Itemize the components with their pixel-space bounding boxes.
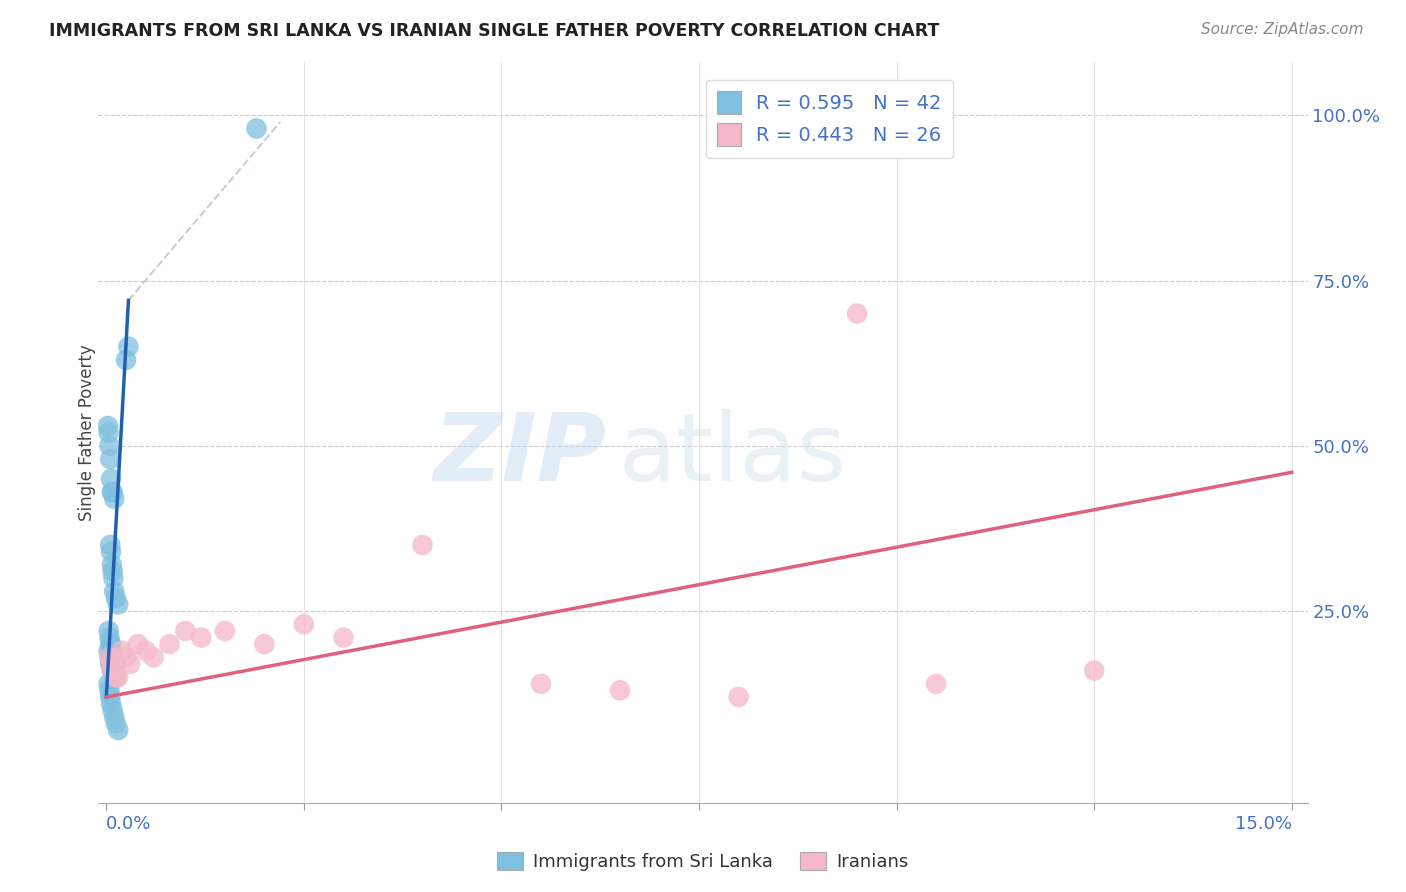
Point [101, 558, 124, 572]
Point [111, 644, 134, 658]
Point [100, 697, 122, 711]
Point [101, 644, 124, 658]
Point [103, 664, 125, 678]
Point [101, 703, 124, 717]
Point [98, 690, 121, 704]
Point [104, 591, 127, 605]
Point [190, 631, 212, 645]
Point [103, 571, 125, 585]
Legend: Immigrants from Sri Lanka, Iranians: Immigrants from Sri Lanka, Iranians [491, 845, 915, 879]
Text: 0.0%: 0.0% [107, 815, 152, 833]
Point [174, 624, 197, 638]
Point [115, 650, 138, 665]
Point [107, 670, 129, 684]
Point [107, 598, 129, 612]
Point [103, 670, 125, 684]
Point [98, 452, 121, 467]
Point [135, 644, 157, 658]
Point [104, 716, 127, 731]
Point [104, 670, 127, 684]
Point [727, 690, 749, 704]
Point [101, 650, 124, 665]
Point [103, 710, 125, 724]
Point [100, 657, 122, 671]
Point [292, 617, 315, 632]
Point [530, 677, 553, 691]
Point [100, 472, 122, 486]
Point [101, 664, 124, 678]
Point [332, 631, 354, 645]
Point [97, 624, 120, 638]
Text: Source: ZipAtlas.com: Source: ZipAtlas.com [1201, 22, 1364, 37]
Point [115, 352, 138, 367]
Point [214, 624, 236, 638]
Text: IMMIGRANTS FROM SRI LANKA VS IRANIAN SINGLE FATHER POVERTY CORRELATION CHART: IMMIGRANTS FROM SRI LANKA VS IRANIAN SIN… [49, 22, 939, 40]
Point [411, 538, 433, 552]
Point [98, 538, 121, 552]
Point [97, 644, 120, 658]
Point [98, 650, 121, 665]
Y-axis label: Single Father Poverty: Single Father Poverty [79, 344, 96, 521]
Point [118, 657, 141, 671]
Point [101, 565, 124, 579]
Point [159, 637, 181, 651]
Legend: R = 0.595   N = 42, R = 0.443   N = 26: R = 0.595 N = 42, R = 0.443 N = 26 [706, 79, 953, 158]
Point [101, 485, 124, 500]
Point [98, 650, 121, 665]
Point [98, 637, 121, 651]
Text: atlas: atlas [619, 409, 846, 500]
Point [103, 657, 125, 671]
Point [98, 683, 121, 698]
Point [100, 637, 122, 651]
Point [107, 723, 129, 737]
Point [245, 121, 267, 136]
Point [100, 544, 122, 558]
Text: 15.0%: 15.0% [1234, 815, 1292, 833]
Point [103, 491, 125, 506]
Point [253, 637, 276, 651]
Point [98, 657, 121, 671]
Point [104, 657, 127, 671]
Point [925, 677, 948, 691]
Point [127, 637, 149, 651]
Point [609, 683, 631, 698]
Point [846, 307, 869, 321]
Point [104, 670, 127, 684]
Point [97, 419, 120, 434]
Point [97, 677, 120, 691]
Point [103, 584, 125, 599]
Point [98, 631, 121, 645]
Point [100, 657, 122, 671]
Point [101, 664, 124, 678]
Point [1083, 664, 1105, 678]
Point [101, 485, 124, 500]
Point [101, 664, 124, 678]
Text: ZIP: ZIP [433, 409, 606, 500]
Point [98, 439, 121, 453]
Point [97, 425, 120, 440]
Point [117, 340, 139, 354]
Point [142, 650, 165, 665]
